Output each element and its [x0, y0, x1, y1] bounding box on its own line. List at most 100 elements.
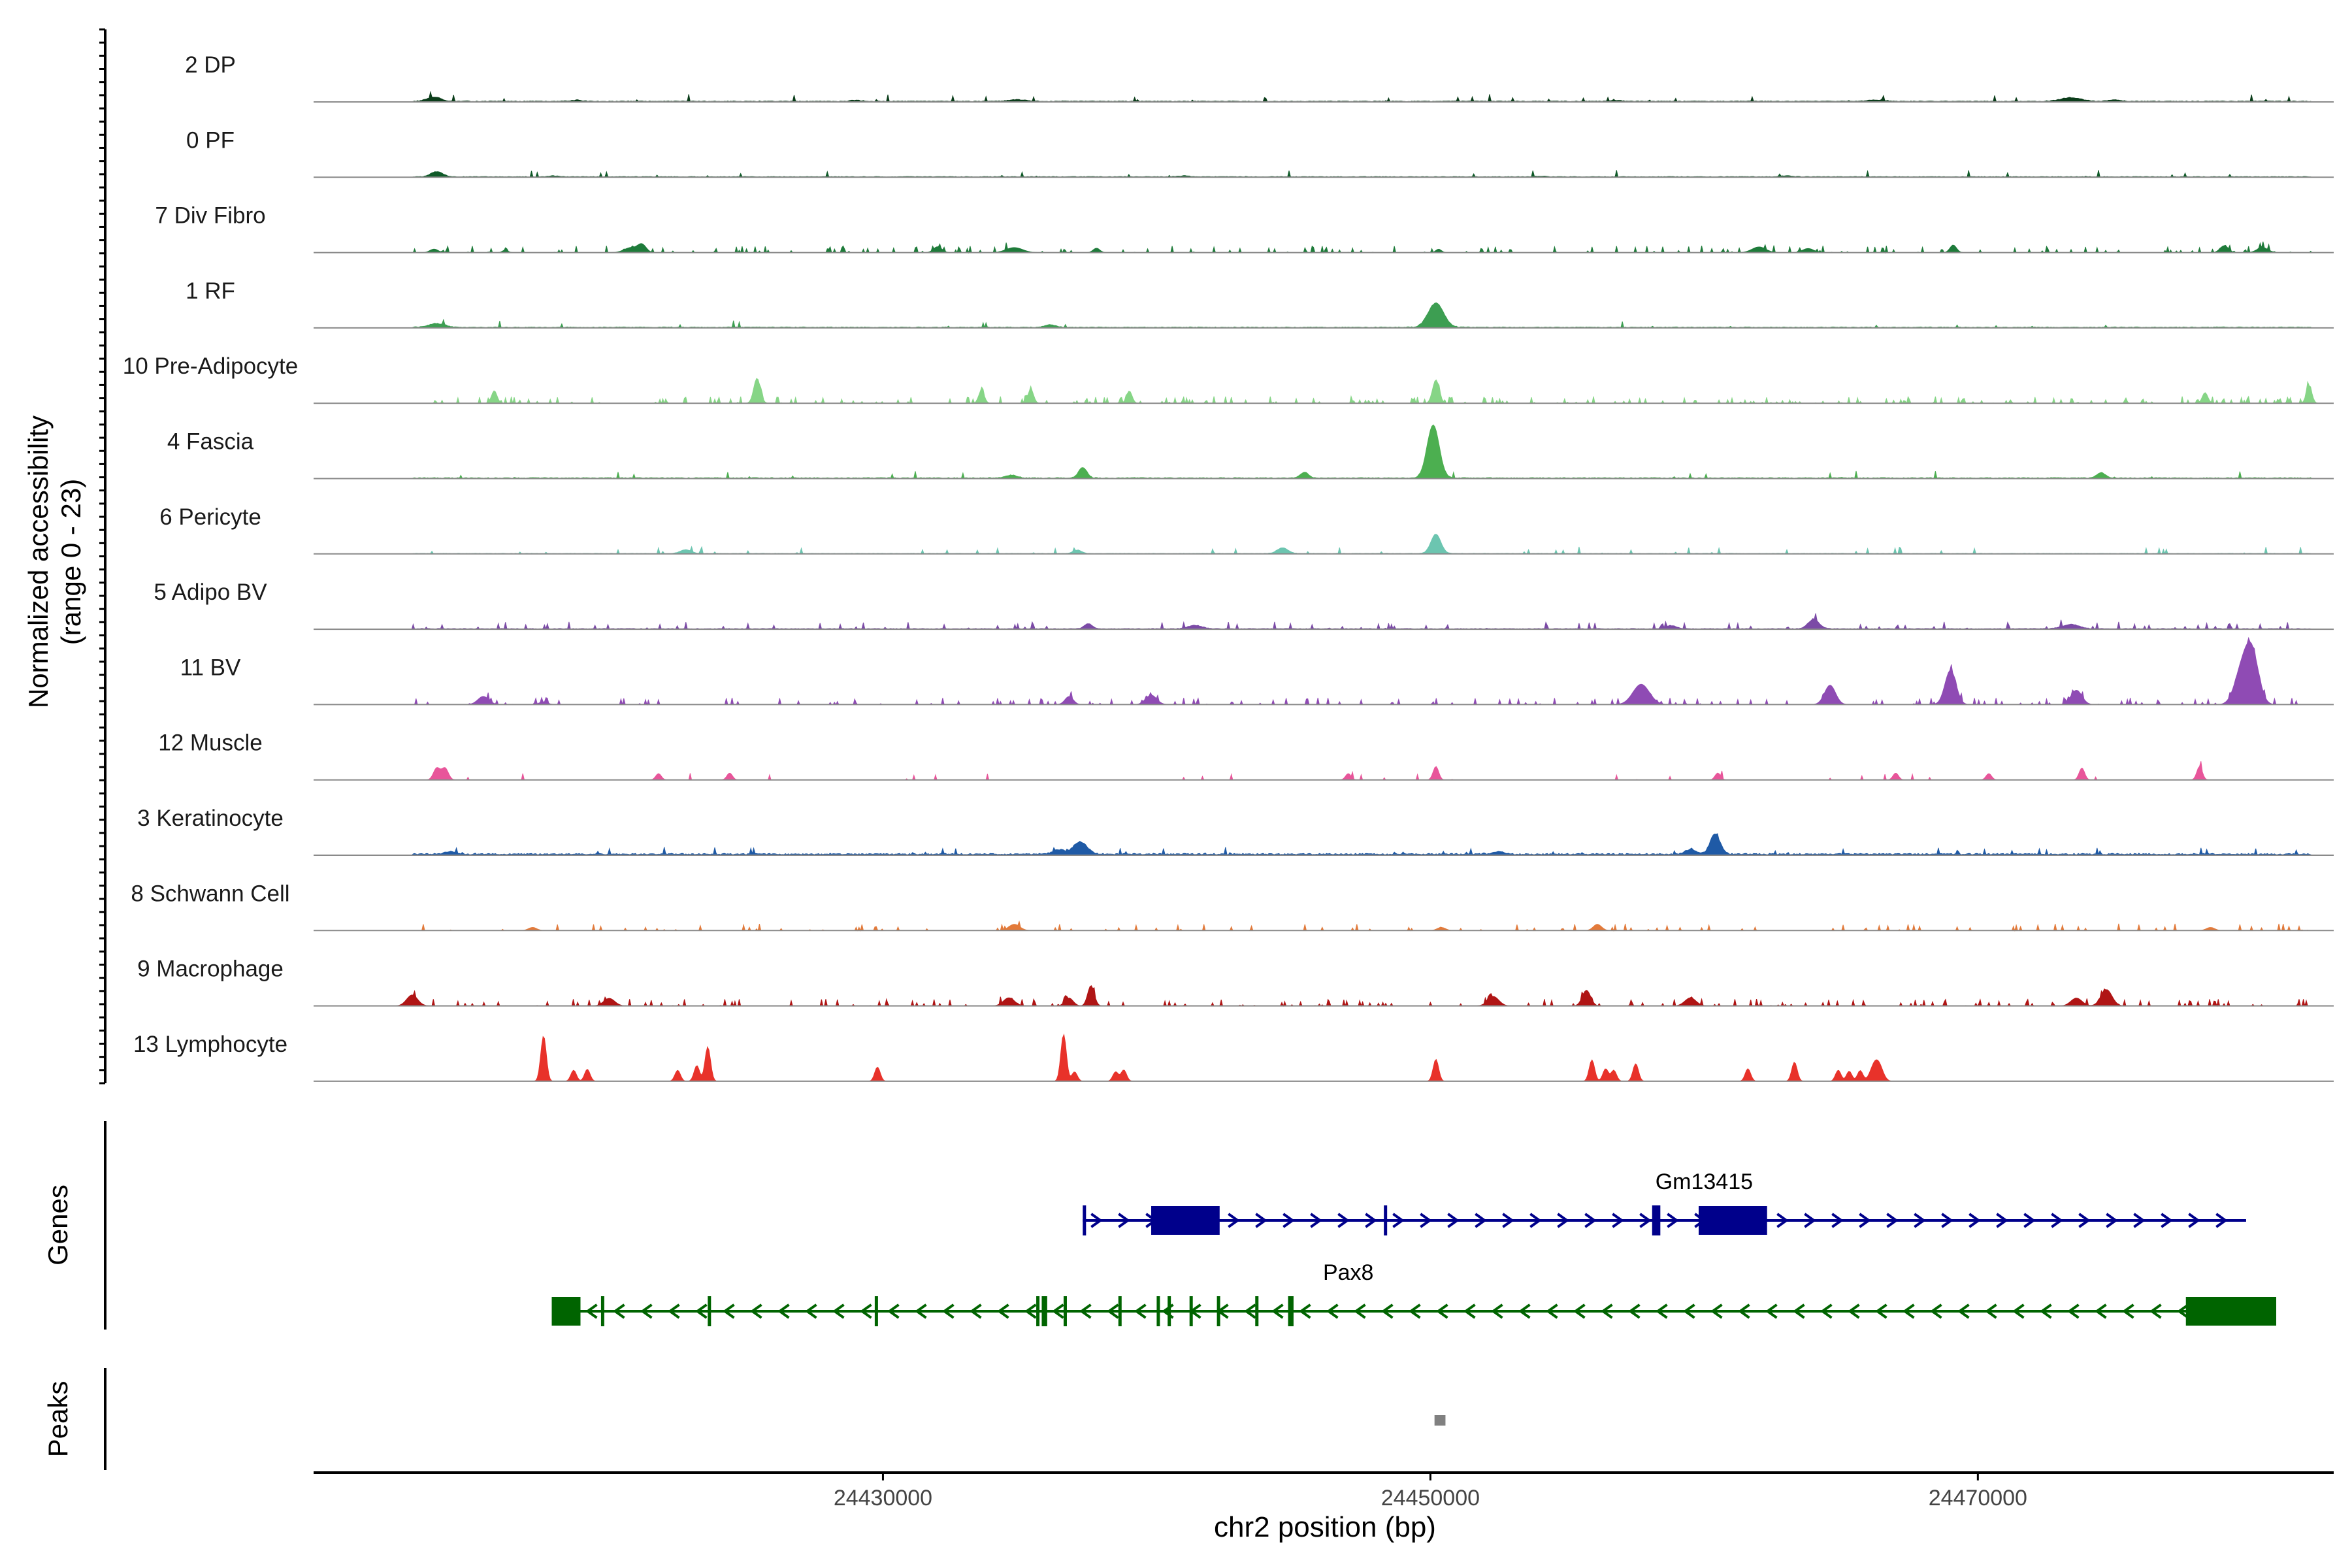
strand-chevron	[1354, 1303, 1366, 1319]
exon	[1288, 1296, 1294, 1326]
strand-chevron	[1875, 1303, 1887, 1319]
strand-chevron	[1255, 1213, 1267, 1228]
strand-chevron	[1228, 1213, 1240, 1228]
genes-panel-label: Genes	[42, 1184, 73, 1266]
strand-chevron	[805, 1303, 817, 1319]
track-11: 3 Keratinocyte	[137, 806, 2334, 856]
strand-chevron	[1710, 1303, 1723, 1319]
x-tick-label: 24470000	[1929, 1486, 2027, 1511]
strand-chevron	[1601, 1303, 1613, 1319]
strand-chevron	[750, 1303, 762, 1319]
coverage-area	[314, 424, 2334, 479]
strand-chevron	[1765, 1303, 1778, 1319]
coverage-area	[314, 90, 2334, 103]
coverage-area	[314, 833, 2334, 856]
peaks-panel-label: Peaks	[42, 1381, 73, 1458]
strand-chevron	[1518, 1303, 1531, 1319]
track-label: 10 Pre-Adipocyte	[123, 353, 298, 379]
track-label: 11 BV	[180, 655, 241, 680]
gene-gm13415: Gm13415	[1083, 1169, 2246, 1235]
exon	[1255, 1296, 1259, 1326]
x-tick-label: 24450000	[1381, 1486, 1480, 1511]
track-8: 5 Adipo BV	[154, 580, 2334, 630]
strand-chevron	[2215, 1213, 2228, 1228]
strand-chevron	[1502, 1213, 1514, 1228]
strand-chevron	[613, 1303, 625, 1319]
coverage-area	[314, 534, 2334, 555]
strand-chevron	[832, 1303, 845, 1319]
track-label: 12 Muscle	[158, 730, 263, 756]
coverage-area	[314, 636, 2334, 706]
strand-chevron	[2106, 1213, 2118, 1228]
strand-chevron	[1392, 1213, 1405, 1228]
x-tick-label: 24430000	[834, 1486, 932, 1511]
track-4: 1 RF	[186, 278, 2334, 329]
coverage-area	[314, 302, 2334, 329]
strand-chevron	[1628, 1303, 1641, 1319]
strand-chevron	[1326, 1303, 1339, 1319]
strand-chevron	[915, 1303, 927, 1319]
strand-chevron	[1612, 1213, 1624, 1228]
strand-chevron	[2133, 1213, 2146, 1228]
strand-chevron	[1584, 1213, 1597, 1228]
track-label: 4 Fascia	[167, 429, 254, 455]
strand-chevron	[1529, 1213, 1542, 1228]
strand-chevron	[695, 1303, 708, 1319]
strand-chevron	[777, 1303, 790, 1319]
peaks-panel	[104, 1368, 1446, 1470]
strand-chevron	[942, 1303, 955, 1319]
track-label: 1 RF	[186, 278, 235, 304]
strand-chevron	[1930, 1303, 1942, 1319]
strand-chevron	[2122, 1303, 2134, 1319]
exon	[1118, 1296, 1122, 1326]
strand-chevron	[2012, 1303, 2025, 1319]
track-2: 0 PF	[186, 127, 2334, 178]
exon	[1041, 1296, 1047, 1326]
y-axis-label: Normalized accessibility	[23, 416, 54, 708]
strand-chevron	[1968, 1213, 1981, 1228]
strand-chevron	[2051, 1213, 2063, 1228]
strand-chevron	[1957, 1303, 1970, 1319]
track-7: 6 Pericyte	[159, 504, 2334, 555]
strand-chevron	[1134, 1303, 1147, 1319]
coverage-area	[314, 1033, 2334, 1082]
strand-chevron	[1546, 1303, 1558, 1319]
strand-chevron	[2161, 1213, 2173, 1228]
x-axis: 24430000 24450000 24470000	[314, 1471, 2334, 1511]
track-6: 4 Fascia	[167, 424, 2334, 480]
track-9: 11 BV	[180, 636, 2334, 706]
strand-chevron	[1491, 1303, 1503, 1319]
strand-chevron	[2040, 1303, 2052, 1319]
exon	[1168, 1296, 1171, 1326]
strand-chevron	[1914, 1213, 1926, 1228]
exon	[1217, 1296, 1220, 1326]
strand-chevron	[1409, 1303, 1421, 1319]
gene-label: Pax8	[1323, 1260, 1374, 1285]
exon	[874, 1296, 878, 1326]
strand-chevron	[1996, 1213, 2008, 1228]
track-label: 9 Macrophage	[137, 956, 284, 982]
strand-chevron	[1903, 1303, 1915, 1319]
strand-chevron	[1436, 1303, 1448, 1319]
exon	[1156, 1296, 1160, 1326]
strand-chevron	[1886, 1213, 1899, 1228]
coverage-area	[314, 985, 2334, 1007]
gene-label: Gm13415	[1656, 1169, 1753, 1194]
strand-chevron	[1107, 1303, 1119, 1319]
exon	[1083, 1205, 1086, 1235]
strand-chevron	[887, 1303, 900, 1319]
strand-chevron	[1776, 1213, 1789, 1228]
exon	[1063, 1296, 1067, 1326]
strand-chevron	[1052, 1303, 1064, 1319]
track-12: 8 Schwann Cell	[131, 881, 2334, 932]
exon	[1151, 1206, 1220, 1235]
strand-chevron	[1738, 1303, 1750, 1319]
coverage-area	[314, 169, 2334, 178]
strand-chevron	[1282, 1213, 1295, 1228]
track-label: 2 DP	[185, 52, 236, 78]
track-label: 13 Lymphocyte	[133, 1032, 287, 1057]
track-10: 12 Muscle	[158, 730, 2334, 781]
strand-chevron	[723, 1303, 735, 1319]
strand-chevron	[1859, 1213, 1871, 1228]
strand-chevron	[668, 1303, 680, 1319]
